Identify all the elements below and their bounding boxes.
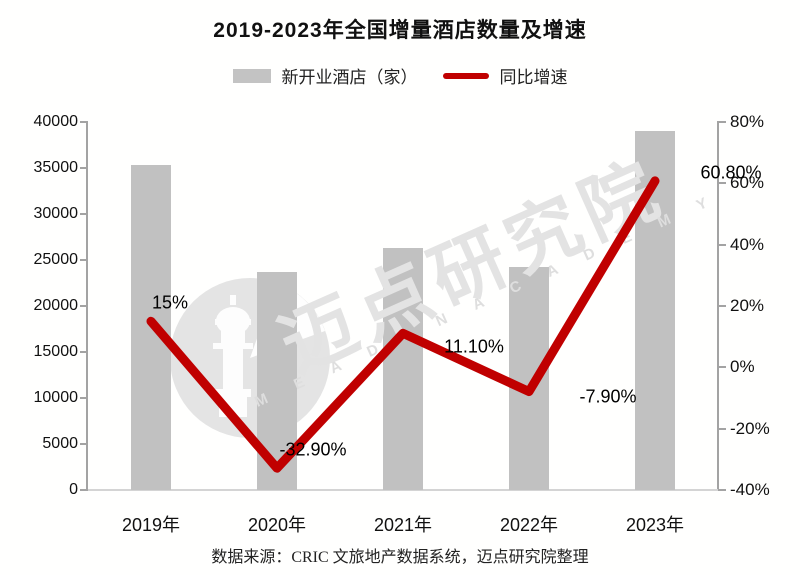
y-axis-label-right: 20% bbox=[730, 296, 765, 315]
data-label: -32.90% bbox=[279, 439, 347, 460]
y-axis-label-left: 40000 bbox=[33, 113, 79, 130]
data-label: 11.10% bbox=[444, 336, 504, 357]
x-axis-label: 2021年 bbox=[373, 515, 433, 535]
bar-2022年 bbox=[509, 267, 549, 490]
legend-bar-label: 新开业酒店（家） bbox=[281, 68, 418, 87]
data-label: 60.80% bbox=[700, 162, 762, 183]
y-axis-label-right: -20% bbox=[730, 418, 770, 438]
right-tick-mark bbox=[718, 427, 726, 430]
growth-line bbox=[146, 176, 660, 473]
left-tick-mark bbox=[80, 443, 88, 445]
left-tick-mark bbox=[80, 259, 88, 261]
right-tick-mark bbox=[718, 489, 726, 491]
right-tick-mark bbox=[718, 305, 726, 307]
y-axis-label-right: -40% bbox=[730, 480, 770, 499]
left-tick-mark bbox=[80, 351, 88, 353]
y-axis-label-left: 10000 bbox=[33, 389, 79, 406]
left-tick-mark bbox=[80, 167, 88, 169]
chart-title: 2019-2023年全国增量酒店数量及增速 bbox=[213, 19, 587, 42]
y-axis-label-left: 15000 bbox=[33, 343, 79, 360]
y-axis-label-left: 30000 bbox=[33, 205, 79, 222]
bar-2021年 bbox=[383, 248, 423, 490]
data-label: 15% bbox=[151, 292, 189, 313]
legend-bar-swatch bbox=[232, 68, 271, 83]
y-axis-label-left: 25000 bbox=[33, 251, 79, 268]
legend-line-swatch bbox=[442, 72, 489, 79]
bar-2023年 bbox=[635, 131, 675, 490]
left-tick-mark bbox=[80, 213, 88, 215]
y-axis-label-left: 5000 bbox=[42, 435, 78, 452]
legend: 新开业酒店（家） 同比增速 bbox=[0, 63, 800, 88]
y-axis-label-right: 80% bbox=[730, 112, 765, 131]
y-axis-label-right: 0% bbox=[730, 357, 755, 377]
y-axis-label-left: 35000 bbox=[33, 159, 79, 176]
left-tick-mark bbox=[80, 489, 88, 491]
x-axis-label: 2019年 bbox=[121, 515, 181, 535]
right-tick-mark bbox=[718, 182, 726, 185]
y-axis-label-right: 60% bbox=[730, 173, 765, 193]
source-note: 数据来源：CRIC 文旅地产数据系统，迈点研究院整理 bbox=[211, 549, 589, 566]
x-axis-label: 2023年 bbox=[625, 515, 685, 535]
x-axis-label: 2022年 bbox=[499, 515, 559, 535]
y-axis-label-right: 40% bbox=[730, 234, 765, 254]
growth-line-svg bbox=[146, 176, 660, 473]
left-tick-mark bbox=[80, 397, 88, 399]
legend-line-label: 同比增速 bbox=[499, 68, 568, 87]
data-label: -7.90% bbox=[579, 386, 637, 407]
y-axis-label-left: 0 bbox=[69, 481, 78, 498]
x-axis-baseline bbox=[88, 489, 720, 491]
right-tick-mark bbox=[718, 366, 726, 369]
right-tick-mark bbox=[718, 121, 726, 123]
left-tick-mark bbox=[80, 121, 88, 123]
left-tick-mark bbox=[80, 305, 88, 307]
right-tick-mark bbox=[718, 243, 726, 246]
y-axis-label-left: 20000 bbox=[33, 297, 79, 314]
x-axis-label: 2020年 bbox=[247, 515, 307, 535]
